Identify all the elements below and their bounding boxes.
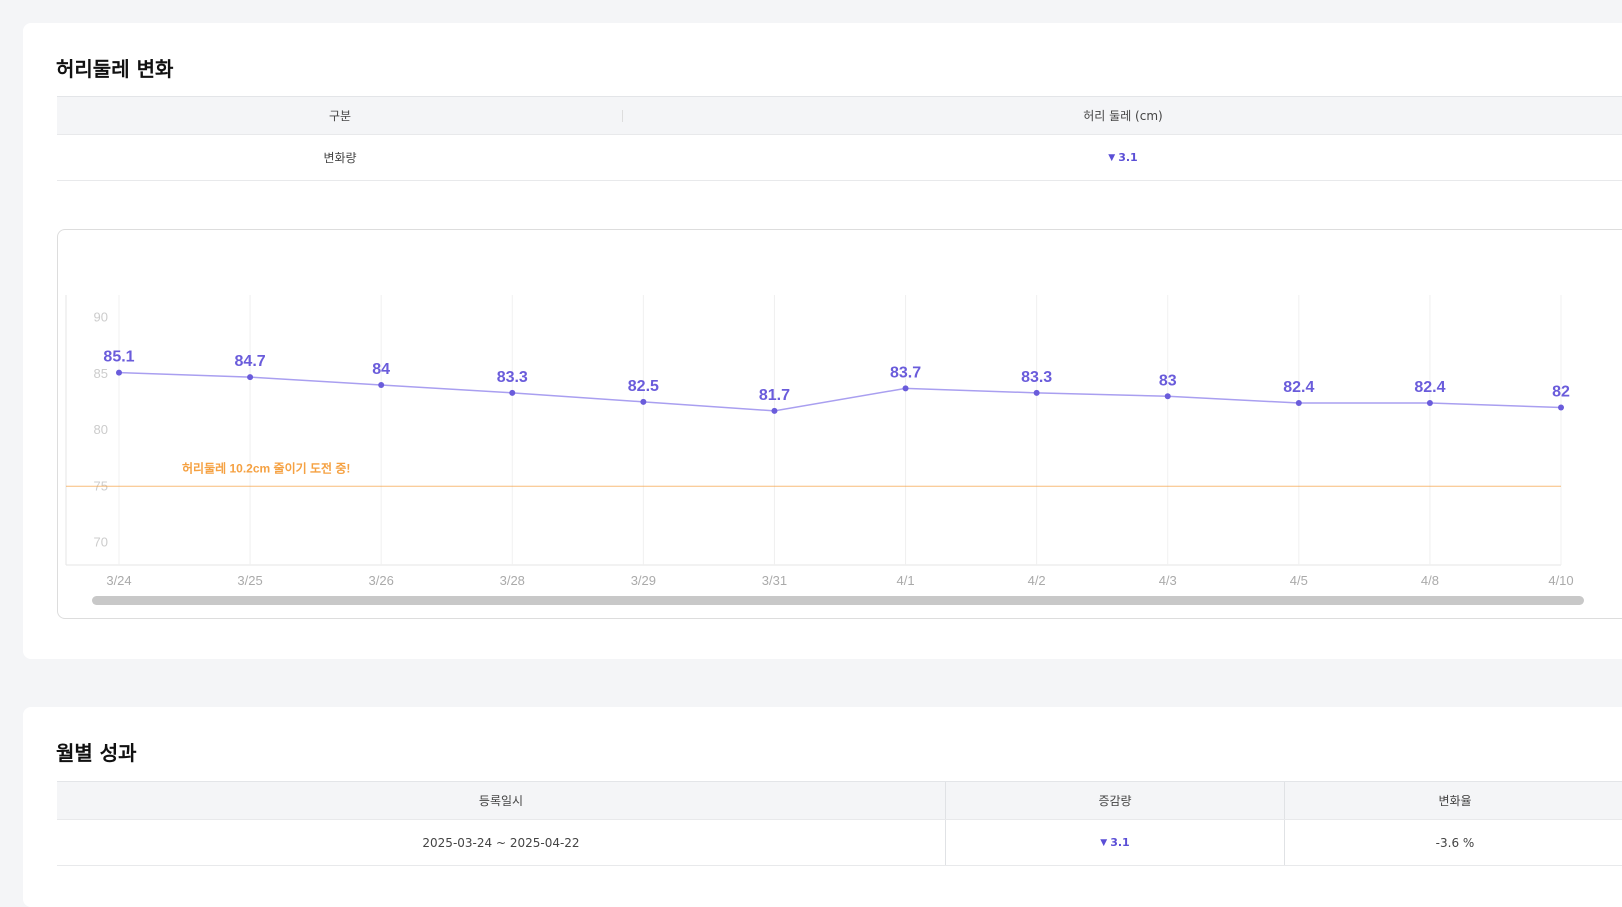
data-label: 83.7 <box>890 364 921 381</box>
data-point <box>247 374 254 381</box>
change-value: 3.1 <box>1118 151 1138 164</box>
header-change: 증감량 <box>946 782 1285 819</box>
header-rate: 변화율 <box>1438 794 1472 808</box>
waist-summary-table: 구분 허리 둘레 (cm) 변화량 ▼ 3.1 <box>57 96 1622 181</box>
section-title: 허리둘레 변화 <box>56 57 174 81</box>
data-point <box>1295 400 1302 406</box>
data-point <box>771 407 778 414</box>
header-waist: 허리 둘레 (cm) <box>1083 109 1163 123</box>
x-tick-label: 3/28 <box>500 573 525 588</box>
header-label: 구분 <box>328 109 352 123</box>
table-header: 등록일시 증감량 변화율 <box>57 781 1622 820</box>
data-label: 83.3 <box>497 369 528 386</box>
table-header: 구분 허리 둘레 (cm) <box>57 96 1622 135</box>
data-label: 81.7 <box>759 387 790 404</box>
y-tick-label: 80 <box>94 422 108 437</box>
x-tick-label: 3/29 <box>631 573 656 588</box>
y-tick-label: 90 <box>94 310 108 325</box>
data-label: 84.7 <box>235 353 266 370</box>
x-tick-label: 3/24 <box>106 573 131 588</box>
waist-chart: 70 75 80 85 90 3/24 3/25 3/26 3/28 3/29 3/31 4/1 4/2… <box>57 229 1622 619</box>
data-point <box>1558 404 1564 411</box>
table-row: 2025-03-24 ~ 2025-04-22 ▼ 3.1 -3.6 % <box>57 820 1622 866</box>
row-label: 변화량 <box>323 151 357 165</box>
waist-change-card: 허리둘레 변화 구분 허리 둘레 (cm) 변화량 ▼ 3.1 70 75 80 85 9… <box>23 23 1622 659</box>
data-point <box>509 389 516 396</box>
data-label: 83 <box>1159 372 1177 389</box>
data-point <box>1426 400 1433 406</box>
horizontal-scrollbar[interactable] <box>92 596 1584 605</box>
x-tick-label: 4/3 <box>1159 573 1177 588</box>
data-point <box>1164 393 1171 400</box>
y-tick-label: 70 <box>94 535 108 550</box>
data-label: 83.3 <box>1021 369 1052 386</box>
change-cell: ▼ 3.1 <box>946 820 1285 865</box>
data-point <box>116 369 122 376</box>
target-label: 허리둘레 10.2cm 줄이기 도전 중! <box>182 460 350 475</box>
x-tick-label: 3/31 <box>762 573 787 588</box>
x-tick-label: 4/5 <box>1290 573 1308 588</box>
data-label: 85.1 <box>103 349 134 366</box>
x-tick-label: 4/10 <box>1548 573 1573 588</box>
row-value: ▼ 3.1 <box>623 135 1622 180</box>
x-tick-label: 4/1 <box>897 573 915 588</box>
rate-cell: -3.6 % <box>1435 835 1475 850</box>
x-tick-label: 4/2 <box>1028 573 1046 588</box>
header-date: 등록일시 <box>57 782 946 819</box>
table-row: 변화량 ▼ 3.1 <box>57 135 1622 181</box>
data-point <box>902 385 909 392</box>
data-label: 82 <box>1552 384 1570 401</box>
data-label: 84 <box>372 361 390 378</box>
y-tick-label: 85 <box>94 366 108 381</box>
header-category: 구분 <box>57 97 623 134</box>
x-tick-label: 3/26 <box>369 573 394 588</box>
down-arrow-icon: ▼ <box>1100 837 1108 848</box>
monthly-table: 등록일시 증감량 변화율 2025-03-24 ~ 2025-04-22 ▼ 3.… <box>57 781 1622 866</box>
change-value: 3.1 <box>1110 836 1130 849</box>
data-label: 82.5 <box>628 378 659 395</box>
series-line <box>118 371 1562 412</box>
x-tick-label: 4/8 <box>1421 573 1439 588</box>
data-point <box>640 398 647 405</box>
period-cell: 2025-03-24 ~ 2025-04-22 <box>57 820 946 865</box>
data-point <box>378 382 385 388</box>
down-arrow-icon: ▼ <box>1108 152 1116 163</box>
data-label: 82.4 <box>1283 379 1314 396</box>
x-tick-label: 3/25 <box>237 573 262 588</box>
section-title: 월별 성과 <box>56 741 137 765</box>
monthly-performance-card: 월별 성과 등록일시 증감량 변화율 2025-03-24 ~ 2025-04-… <box>23 707 1622 907</box>
data-label: 82.4 <box>1414 379 1445 396</box>
data-point <box>1033 389 1040 396</box>
